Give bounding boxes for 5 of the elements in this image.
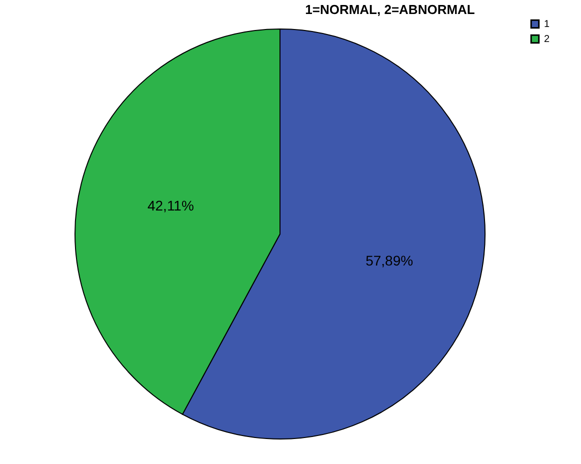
legend-label: 1 [544,19,550,30]
data-label: 42,11% [147,197,194,214]
legend-label: 2 [544,34,550,45]
data-label: 57,89% [366,252,414,269]
chart-title: 1=NORMAL, 2=ABNORMAL [305,2,475,17]
